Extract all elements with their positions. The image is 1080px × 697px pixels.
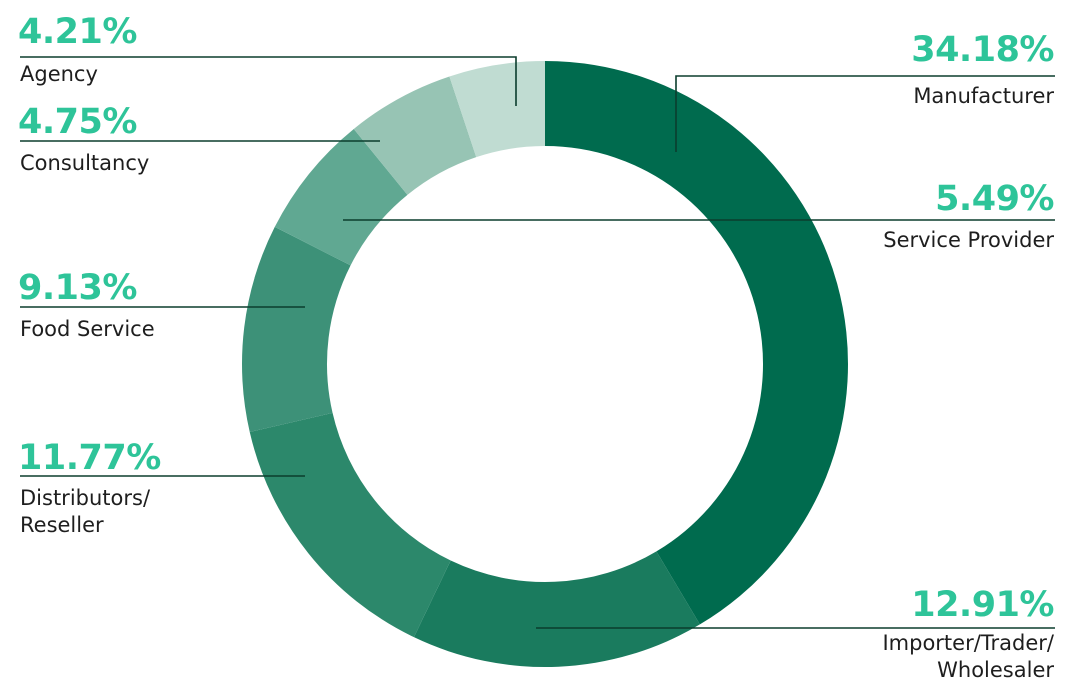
category-label-agency: Agency <box>20 62 98 86</box>
value-label-importer: 12.91% <box>911 585 1054 625</box>
category-label-manufacturer: Manufacturer <box>913 84 1054 108</box>
donut-slices <box>241 61 848 667</box>
value-label-distributors: 11.77% <box>18 438 161 478</box>
slice-service-provider <box>274 128 408 266</box>
value-label-agency: 4.21% <box>18 12 137 52</box>
leader-line-agency <box>20 56 517 106</box>
category-label-food-service: Food Service <box>20 317 155 341</box>
slice-importer <box>413 551 700 667</box>
value-label-food-service: 9.13% <box>18 268 137 308</box>
slice-food-service <box>241 226 351 433</box>
slice-distributors <box>249 412 451 638</box>
value-label-service-provider: 5.49% <box>935 179 1054 219</box>
slice-consultancy <box>353 76 477 195</box>
category-label-consultancy: Consultancy <box>20 151 150 175</box>
slice-agency <box>449 61 545 158</box>
leader-lines <box>20 56 1055 629</box>
category-label-distributors: Distributors/ Reseller <box>20 486 151 537</box>
value-label-manufacturer: 34.18% <box>911 30 1054 70</box>
leader-line-manufacturer <box>675 75 1055 152</box>
slice-manufacturer <box>545 61 848 625</box>
value-label-consultancy: 4.75% <box>18 102 137 142</box>
category-label-importer: Importer/Trader/ Wholesaler <box>882 631 1054 682</box>
category-label-service-provider: Service Provider <box>883 228 1054 252</box>
